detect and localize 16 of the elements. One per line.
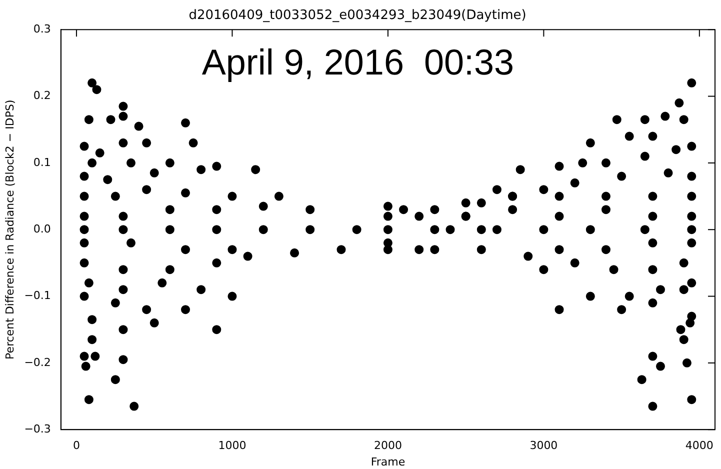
- y-tick-label: 0.3: [33, 22, 51, 36]
- annotation: April 9, 2016 00:33: [202, 42, 514, 83]
- y-tick-label: 0.2: [33, 89, 51, 102]
- y-axis-title: Percent Difference in Radiance (Block2 − IDPS): [3, 100, 16, 360]
- chart-title: d20160409_t0033052_e0034293_b23049(Daytime): [188, 8, 526, 24]
- x-tick-label: 2000: [374, 439, 402, 452]
- x-axis-title: Frame: [370, 455, 406, 468]
- y-tick-label: −0.1: [24, 289, 51, 302]
- y-tick-label: −0.3: [24, 422, 51, 436]
- y-tick-label: 0.0: [33, 222, 51, 236]
- x-tick-label: 0: [72, 439, 80, 452]
- x-tick-label: 1000: [218, 439, 246, 452]
- x-tick-label: 3000: [530, 439, 558, 452]
- y-tick-label: −0.2: [24, 356, 51, 369]
- x-tick-label: 4000: [685, 439, 714, 452]
- y-tick-label: 0.1: [33, 156, 51, 169]
